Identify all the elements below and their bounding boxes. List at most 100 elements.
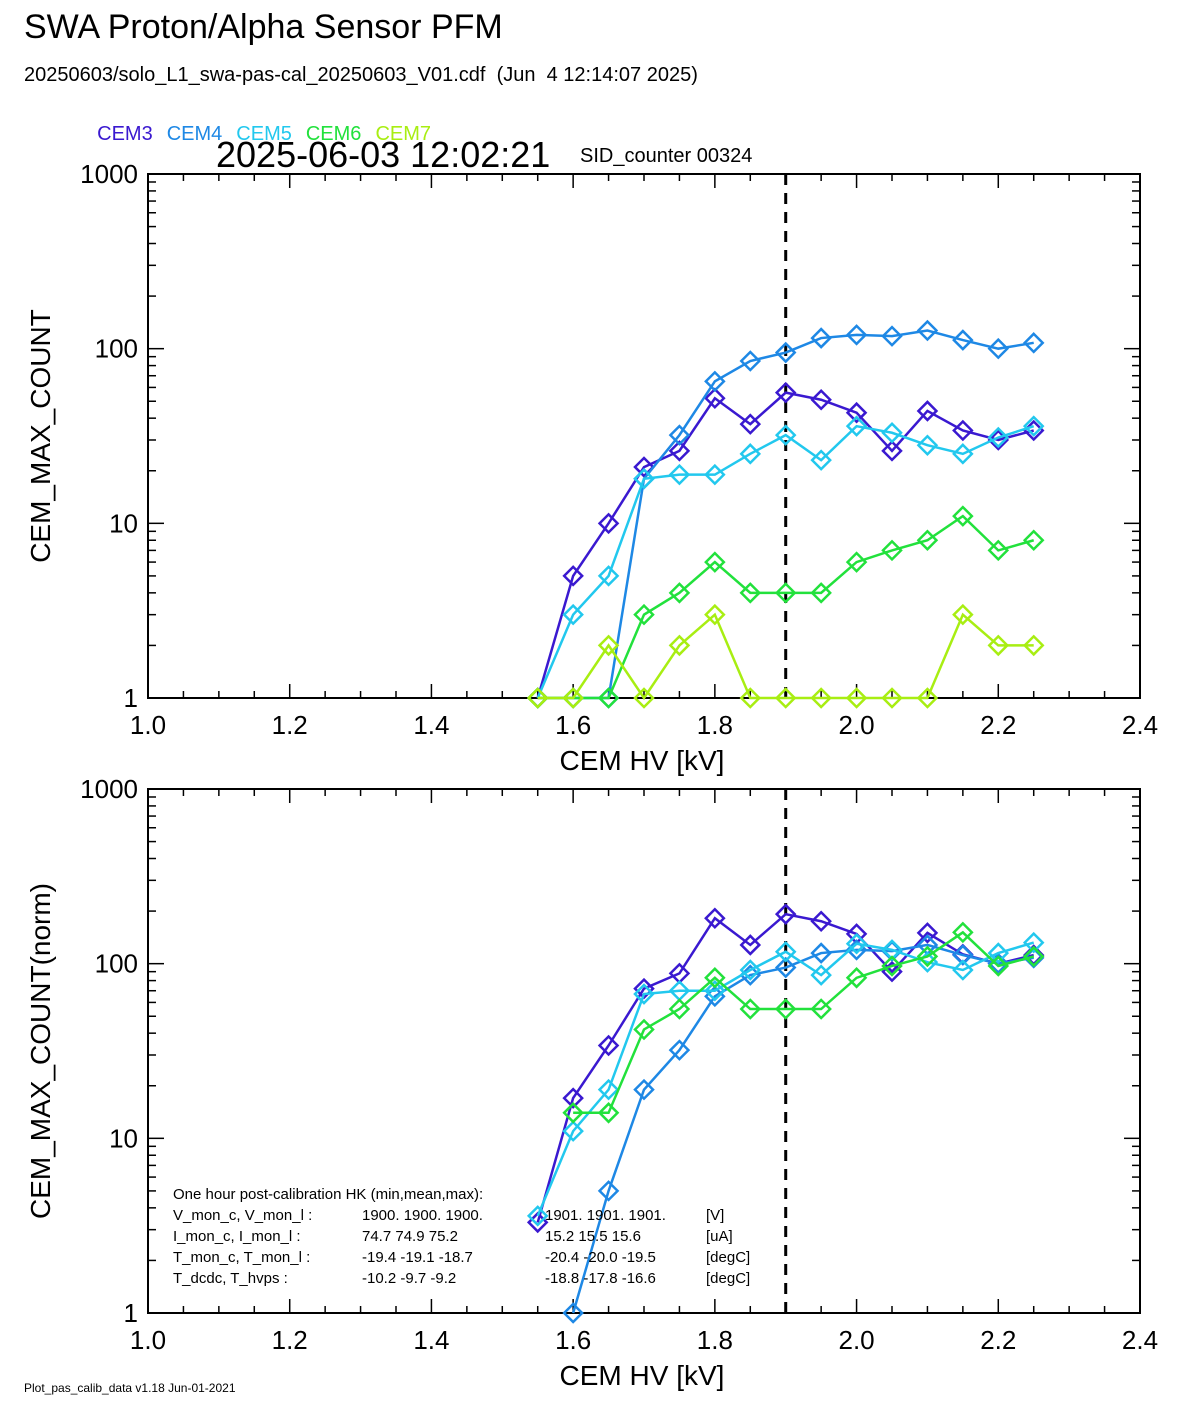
data-point-diamond [987, 634, 1010, 657]
x-tick-label: 1.8 [697, 1325, 733, 1355]
x-tick-label: 1.2 [272, 710, 308, 740]
data-point-diamond [916, 400, 939, 422]
x-tick-label: 2.2 [980, 710, 1016, 740]
data-point-diamond [739, 687, 762, 709]
data-point-diamond [1022, 634, 1045, 657]
data-point-diamond [810, 388, 832, 411]
data-point-diamond [774, 687, 797, 709]
x-axis-label: CEM HV [kV] [560, 1360, 725, 1391]
data-point-diamond [952, 505, 974, 527]
hk-heading: One hour post-calibration HK (min,mean,m… [173, 1186, 483, 1203]
data-point-diamond [810, 998, 832, 1020]
data-point-diamond [774, 903, 797, 925]
data-point-diamond [704, 907, 726, 930]
x-tick-label: 1.6 [555, 710, 591, 740]
series-line [536, 941, 1035, 1217]
data-point-diamond [562, 565, 584, 587]
data-point-diamond [668, 463, 691, 486]
series-cem6 [562, 921, 1045, 1124]
y-tick-label: 1000 [80, 774, 138, 804]
data-point-diamond [845, 401, 868, 424]
legend: CEM3 CEM4 CEM5 CEM6 CEM7 [86, 100, 445, 146]
data-point-diamond [739, 350, 762, 372]
hk-annotation: One hour post-calibration HK (min,mean,m… [173, 1186, 750, 1287]
series-cem5 [526, 415, 1045, 709]
x-tick-label: 1.2 [272, 1325, 308, 1355]
file-subtitle: 20250603/solo_L1_swa-pas-cal_20250603_V0… [24, 64, 698, 86]
y-tick-label: 1 [124, 683, 138, 713]
data-point-diamond [597, 565, 620, 587]
data-point-diamond [739, 413, 762, 435]
data-point-diamond [704, 463, 726, 486]
data-point-diamond [987, 539, 1010, 562]
y-tick-label: 10 [109, 508, 138, 538]
data-point-diamond [987, 337, 1010, 360]
data-point-diamond [916, 945, 939, 968]
x-tick-label: 1.6 [555, 1325, 591, 1355]
data-point-diamond [597, 634, 620, 657]
data-point-diamond [845, 551, 868, 573]
x-tick-label: 1.4 [413, 1325, 449, 1355]
hk-row-c-values: -19.4 -19.1 -18.7 [362, 1249, 473, 1266]
hk-row-c-values: -10.2 -9.7 -9.2 [362, 1270, 456, 1287]
series-line [537, 514, 1035, 700]
data-point-diamond [668, 634, 691, 657]
hk-row-l-values: -18.8 -17.8 -16.6 [545, 1270, 656, 1287]
data-point-diamond [845, 415, 868, 437]
data-point-diamond [597, 1102, 620, 1124]
x-tick-label: 1.0 [130, 710, 166, 740]
data-point-diamond [881, 421, 903, 444]
data-point-diamond [916, 922, 939, 944]
data-point-diamond [704, 979, 726, 1002]
hk-row-unit: [degC] [706, 1270, 750, 1287]
data-point-diamond [668, 1039, 691, 1061]
hk-row-unit: [V] [706, 1207, 724, 1224]
hk-row-l-values: 15.2 15.5 15.6 [545, 1228, 641, 1245]
plot-2: 1.0 1.2 1.4 1.6 1.8 2.0 2.2 2.4 1 10 100 1000 CEM HV… [25, 774, 1158, 1391]
data-point-diamond [704, 603, 726, 626]
footer-version: Plot_pas_calib_data v1.18 Jun-01-2021 [24, 1381, 236, 1395]
data-point-diamond [562, 1102, 584, 1124]
series-cem3 [526, 903, 1045, 1234]
x-tick-label: 2.0 [838, 1325, 874, 1355]
y-axis-label: CEM_MAX_COUNT(norm) [25, 883, 56, 1219]
legend-cem5: CEM5 [236, 123, 292, 145]
hk-row-unit: [uA] [706, 1228, 733, 1245]
data-point-diamond [810, 964, 832, 986]
data-point-diamond [1022, 332, 1045, 354]
hk-row-label: V_mon_c, V_mon_l : [173, 1207, 312, 1224]
data-point-diamond [774, 998, 797, 1020]
data-point-diamond [916, 529, 939, 552]
data-point-diamond [987, 942, 1010, 964]
data-point-diamond [810, 910, 832, 932]
x-axis-label: CEM HV [kV] [560, 745, 725, 776]
data-point-diamond [810, 327, 832, 349]
y-tick-label: 1000 [80, 159, 138, 189]
data-point-diamond [668, 440, 691, 462]
data-point-diamond [562, 1302, 584, 1324]
data-point-diamond [633, 1078, 655, 1101]
data-point-diamond [597, 512, 620, 535]
data-point-diamond [704, 370, 726, 393]
data-point-diamond [562, 1120, 584, 1142]
data-point-diamond [774, 341, 797, 364]
data-point-diamond [774, 940, 797, 963]
data-point-diamond [987, 426, 1010, 449]
hk-row-l-values: 1901. 1901. 1901. [545, 1207, 666, 1224]
legend-cem6: CEM6 [305, 123, 362, 145]
plot-1: 1.0 1.2 1.4 1.6 1.8 2.0 2.2 2.4 1 10 100 1000 CEM HV… [25, 159, 1158, 776]
legend-cem3: CEM3 [97, 123, 153, 145]
sid-counter: SID_counter 00324 [580, 145, 753, 167]
data-point-diamond [1022, 415, 1045, 437]
y-tick-label: 100 [95, 334, 138, 364]
x-tick-label: 2.4 [1122, 710, 1158, 740]
data-point-diamond [739, 934, 762, 956]
data-point-diamond [633, 687, 655, 709]
data-point-diamond [952, 419, 974, 442]
data-point-diamond [774, 956, 797, 979]
hk-row-unit: [degC] [706, 1249, 750, 1266]
data-point-diamond [810, 687, 832, 709]
x-tick-label: 1.0 [130, 1325, 166, 1355]
data-point-diamond [916, 319, 939, 342]
